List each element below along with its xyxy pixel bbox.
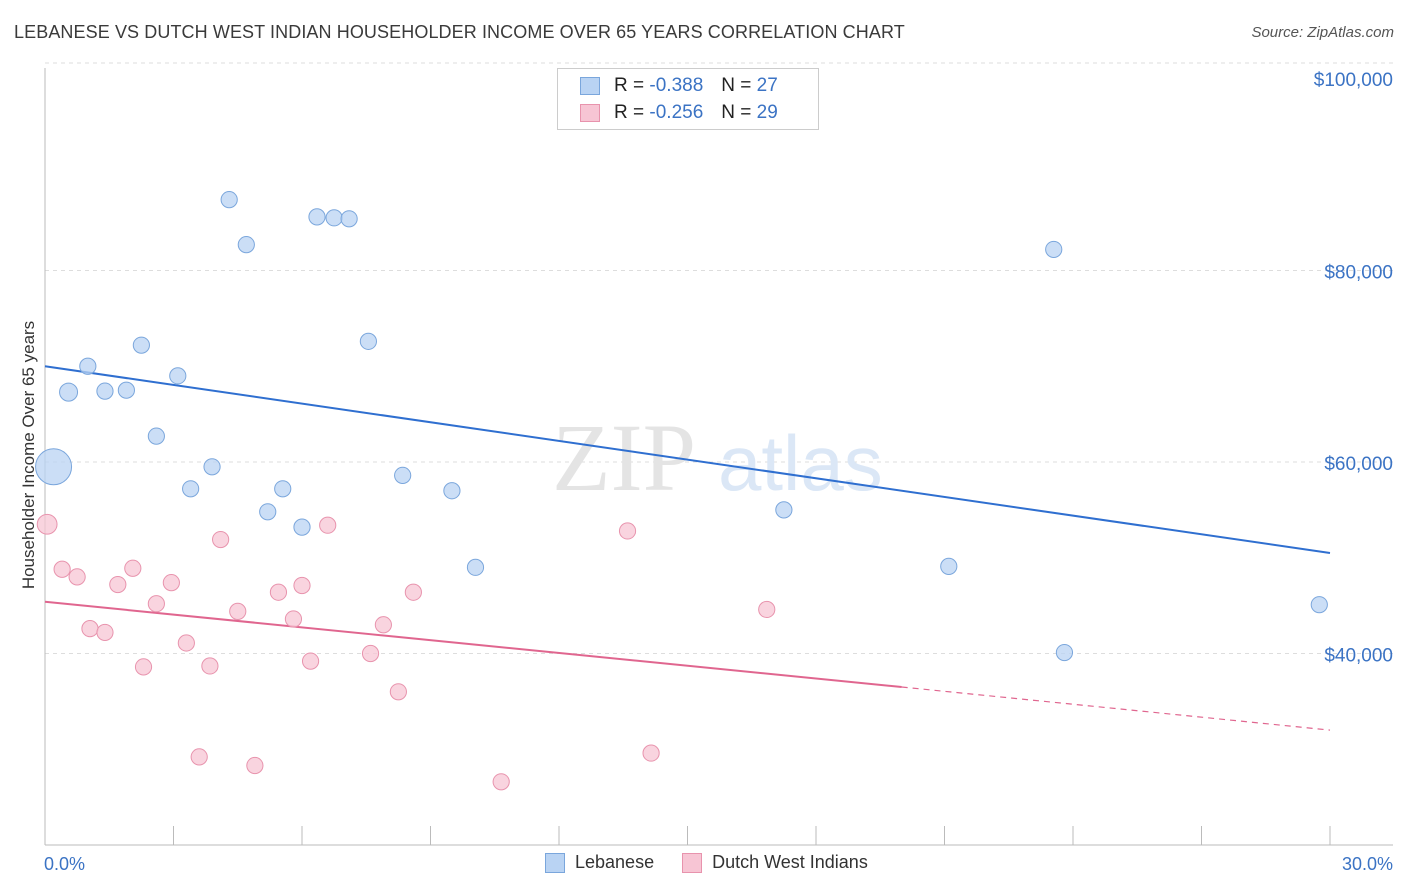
point-dutch-west-indians <box>68 568 86 586</box>
point-lebanese <box>182 480 200 498</box>
watermark: ZIP atlas <box>552 404 883 511</box>
point-lebanese <box>1310 596 1328 614</box>
tick-labels: $40,000 $60,000 $80,000 $100,000 0.0% 30.0% <box>44 70 1393 874</box>
point-lebanese <box>117 381 135 399</box>
point-lebanese <box>394 466 412 485</box>
point-dutch-west-indians <box>269 583 288 601</box>
point-dutch-west-indians <box>374 616 392 634</box>
point-dutch-west-indians <box>190 748 208 766</box>
point-lebanese <box>35 448 73 486</box>
point-lebanese <box>1055 643 1074 662</box>
point-lebanese <box>259 503 277 521</box>
point-dutch-west-indians <box>147 595 165 613</box>
point-lebanese <box>325 209 343 227</box>
point-lebanese <box>293 518 311 536</box>
point-lebanese <box>203 458 221 476</box>
point-dutch-west-indians <box>229 602 247 620</box>
point-dutch-west-indians <box>177 634 195 652</box>
point-dutch-west-indians <box>404 583 422 601</box>
legend-swatch-pink <box>682 852 703 873</box>
point-lebanese <box>220 191 238 209</box>
legend-swatch-blue <box>580 77 600 95</box>
point-lebanese <box>775 501 793 519</box>
point-dutch-west-indians <box>201 657 219 675</box>
y-tick-label: $80,000 <box>1324 263 1393 284</box>
legend-item-lebanese: Lebanese <box>545 852 654 873</box>
point-dutch-west-indians <box>301 652 320 670</box>
point-dutch-west-indians <box>36 513 58 535</box>
legend-swatch-blue <box>545 852 565 873</box>
r-value: -0.256 <box>649 102 704 123</box>
source-label: Source: ZipAtlas.com <box>1251 24 1394 41</box>
point-lebanese <box>274 480 292 498</box>
point-dutch-west-indians <box>284 610 303 628</box>
watermark-atlas: atlas <box>718 419 883 507</box>
point-lebanese <box>237 236 255 254</box>
point-dutch-west-indians <box>53 560 71 578</box>
y-tick-label: $60,000 <box>1324 454 1393 475</box>
point-dutch-west-indians <box>293 576 311 595</box>
point-lebanese <box>466 558 485 576</box>
y-tick-label: $100,000 <box>1314 70 1393 91</box>
correlation-legend: R = -0.388 N = 27 R = -0.256 N = 29 <box>557 68 819 130</box>
point-lebanese <box>79 357 97 375</box>
point-dutch-west-indians <box>361 644 380 663</box>
x-tick-label: 0.0% <box>44 854 85 874</box>
point-lebanese <box>169 367 187 385</box>
point-dutch-west-indians <box>642 744 660 762</box>
point-dutch-west-indians <box>246 756 264 775</box>
point-lebanese <box>359 332 377 350</box>
point-dutch-west-indians <box>618 522 637 540</box>
point-dutch-west-indians <box>492 773 510 791</box>
point-lebanese <box>132 336 150 354</box>
y-axis-label: Householder Income Over 65 years <box>19 321 38 589</box>
point-dutch-west-indians <box>134 658 153 676</box>
trend-line-lebanese <box>44 365 1331 554</box>
trend-line-extension <box>901 686 1331 731</box>
point-dutch-west-indians <box>96 623 114 642</box>
n-label: N = <box>721 75 752 96</box>
point-lebanese <box>443 482 461 500</box>
legend-label: Dutch West Indians <box>712 852 868 872</box>
point-lebanese <box>59 382 79 402</box>
legend-label: Lebanese <box>575 852 655 872</box>
y-tick-label: $40,000 <box>1324 646 1393 667</box>
point-lebanese <box>940 557 958 575</box>
trend-lines <box>44 365 1331 731</box>
point-lebanese <box>340 210 358 228</box>
trend-line-dutch-west-indians <box>44 600 902 689</box>
point-dutch-west-indians <box>758 600 776 619</box>
r-label: R = <box>614 75 645 96</box>
legend-item-dutch-west-indians: Dutch West Indians <box>682 852 868 873</box>
point-lebanese <box>308 208 326 226</box>
n-label: N = <box>721 102 752 123</box>
point-dutch-west-indians <box>109 575 127 594</box>
point-dutch-west-indians <box>124 559 142 577</box>
scatter-points <box>35 191 1328 791</box>
point-dutch-west-indians <box>319 516 337 534</box>
point-dutch-west-indians <box>389 683 407 701</box>
r-value: -0.388 <box>649 75 704 96</box>
n-value: 27 <box>756 75 778 96</box>
point-lebanese <box>1045 240 1063 259</box>
r-label: R = <box>614 102 645 123</box>
legend-row-dutch-west-indians: R = -0.256 N = 29 <box>580 101 778 125</box>
chart-title: LEBANESE VS DUTCH WEST INDIAN HOUSEHOLDE… <box>14 22 905 42</box>
n-value: 29 <box>756 102 778 123</box>
series-legend: Lebanese Dutch West Indians <box>545 852 896 873</box>
legend-row-lebanese: R = -0.388 N = 27 <box>580 74 778 98</box>
x-tick-label: 30.0% <box>1342 854 1393 874</box>
grid-lines <box>45 62 1393 654</box>
point-dutch-west-indians <box>81 620 99 638</box>
point-dutch-west-indians <box>212 530 230 549</box>
legend-swatch-pink <box>580 104 600 122</box>
point-dutch-west-indians <box>162 574 180 592</box>
point-lebanese <box>147 427 165 445</box>
point-lebanese <box>96 382 114 400</box>
